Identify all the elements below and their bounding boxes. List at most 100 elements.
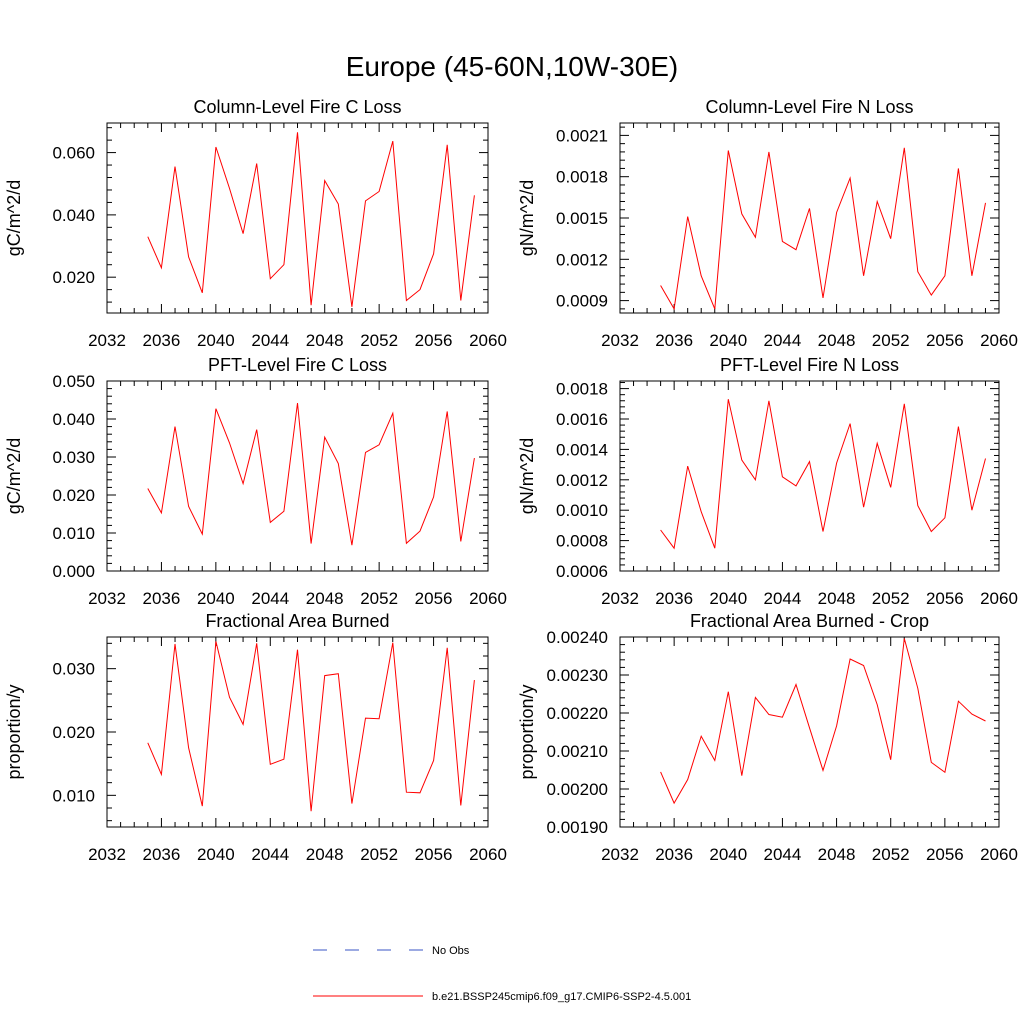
x-tick-label: 2048 xyxy=(818,845,856,864)
plot-frame xyxy=(106,122,489,314)
x-tick-label: 2048 xyxy=(306,331,344,350)
x-tick-label: 2036 xyxy=(143,589,181,608)
y-tick-label: 0.030 xyxy=(52,660,95,679)
panel-title: Fractional Area Burned - Crop xyxy=(690,611,929,631)
x-tick-label: 2060 xyxy=(469,331,507,350)
x-tick-label: 2060 xyxy=(980,331,1018,350)
x-tick-label: 2044 xyxy=(764,589,802,608)
series-line xyxy=(660,399,986,550)
x-tick-label: 2036 xyxy=(143,331,181,350)
x-tick-label: 2044 xyxy=(251,845,289,864)
panel-title: PFT-Level Fire N Loss xyxy=(720,355,899,375)
x-tick-label: 2032 xyxy=(88,845,126,864)
y-tick-label: 0.0010 xyxy=(556,501,608,520)
y-tick-label: 0.060 xyxy=(52,144,95,163)
x-tick-label: 2052 xyxy=(360,845,398,864)
y-tick-label: 0.0009 xyxy=(556,292,608,311)
x-tick-label: 2056 xyxy=(415,331,453,350)
chart-panel-6: Fractional Area Burned - Crop proportion/… xyxy=(517,611,1018,864)
y-axis-label: proportion/y xyxy=(517,684,537,779)
panel-title: Fractional Area Burned xyxy=(205,611,389,631)
y-tick-label: 0.000 xyxy=(52,562,95,581)
x-tick-label: 2060 xyxy=(469,845,507,864)
x-tick-label: 2036 xyxy=(655,589,693,608)
y-tick-label: 0.0018 xyxy=(556,380,608,399)
series-line xyxy=(660,638,986,805)
y-axis-label: gN/m^2/d xyxy=(517,438,537,514)
y-axis-label: proportion/y xyxy=(4,684,24,779)
y-tick-label: 0.040 xyxy=(52,410,95,429)
x-tick-label: 2052 xyxy=(360,331,398,350)
x-tick-label: 2048 xyxy=(306,845,344,864)
y-tick-label: 0.00200 xyxy=(547,780,608,799)
y-tick-label: 0.040 xyxy=(52,206,95,225)
y-tick-label: 0.00210 xyxy=(547,742,608,761)
x-tick-label: 2052 xyxy=(872,845,910,864)
series-line xyxy=(660,147,986,311)
figure-title: Europe (45-60N,10W-30E) xyxy=(346,51,679,82)
x-tick-label: 2044 xyxy=(764,845,802,864)
legend-model-label: b.e21.BSSP245cmip6.f09_g17.CMIP6-SSP2-4.… xyxy=(432,991,691,1003)
x-tick-label: 2044 xyxy=(251,331,289,350)
y-tick-label: 0.0012 xyxy=(556,471,608,490)
legend: No Obs b.e21.BSSP245cmip6.f09_g17.CMIP6-… xyxy=(313,945,691,1003)
y-tick-label: 0.00230 xyxy=(547,666,608,685)
x-tick-label: 2040 xyxy=(197,589,235,608)
x-tick-label: 2060 xyxy=(469,589,507,608)
y-tick-label: 0.00240 xyxy=(547,628,608,647)
chart-panel-3: PFT-Level Fire C Loss gC/m^2/d 2032 2036 204… xyxy=(4,355,507,608)
x-tick-label: 2032 xyxy=(88,331,126,350)
x-tick-label: 2056 xyxy=(926,589,964,608)
chart-panel-4: PFT-Level Fire N Loss gN/m^2/d 2032 2036 204… xyxy=(517,355,1018,608)
x-tick-label: 2056 xyxy=(415,845,453,864)
x-tick-label: 2044 xyxy=(251,589,289,608)
chart-panel-2: Column-Level Fire N Loss gN/m^2/d 2032 2036… xyxy=(517,97,1018,350)
x-tick-label: 2056 xyxy=(415,589,453,608)
x-tick-label: 2040 xyxy=(709,589,747,608)
y-tick-label: 0.050 xyxy=(52,372,95,391)
y-tick-label: 0.020 xyxy=(52,486,95,505)
x-tick-label: 2032 xyxy=(88,589,126,608)
plot-frame xyxy=(106,380,489,572)
y-tick-label: 0.010 xyxy=(52,786,95,805)
y-tick-label: 0.00220 xyxy=(547,704,608,723)
x-tick-label: 2040 xyxy=(709,331,747,350)
y-tick-label: 0.020 xyxy=(52,723,95,742)
y-tick-label: 0.020 xyxy=(52,268,95,287)
plot-frame xyxy=(619,122,1000,314)
plot-frame xyxy=(106,636,489,828)
y-tick-label: 0.00190 xyxy=(547,818,608,837)
x-tick-label: 2036 xyxy=(655,845,693,864)
x-tick-label: 2040 xyxy=(197,845,235,864)
x-tick-label: 2056 xyxy=(926,331,964,350)
series-line xyxy=(147,132,475,307)
x-tick-label: 2052 xyxy=(360,589,398,608)
x-tick-label: 2032 xyxy=(601,845,639,864)
legend-obs-label: No Obs xyxy=(432,945,470,957)
panel-title: Column-Level Fire C Loss xyxy=(193,97,401,117)
x-tick-label: 2048 xyxy=(306,589,344,608)
x-tick-label: 2048 xyxy=(818,331,856,350)
panels: Column-Level Fire C Loss gC/m^2/d 2032 2036… xyxy=(4,97,1018,864)
y-tick-label: 0.0008 xyxy=(556,532,608,551)
y-tick-label: 0.0012 xyxy=(556,250,608,269)
panel-title: PFT-Level Fire C Loss xyxy=(208,355,387,375)
x-tick-label: 2040 xyxy=(197,331,235,350)
series-line xyxy=(147,641,475,812)
y-tick-label: 0.0015 xyxy=(556,209,608,228)
y-tick-label: 0.0016 xyxy=(556,410,608,429)
plot-frame xyxy=(619,380,1000,572)
y-axis-label: gC/m^2/d xyxy=(4,180,24,256)
x-tick-label: 2060 xyxy=(980,845,1018,864)
y-tick-label: 0.0018 xyxy=(556,168,608,187)
y-axis-label: gN/m^2/d xyxy=(517,180,537,256)
y-tick-label: 0.0006 xyxy=(556,562,608,581)
x-tick-label: 2032 xyxy=(601,589,639,608)
series-line xyxy=(147,402,475,546)
x-tick-label: 2036 xyxy=(655,331,693,350)
x-tick-label: 2036 xyxy=(143,845,181,864)
x-tick-label: 2056 xyxy=(926,845,964,864)
x-tick-label: 2052 xyxy=(872,331,910,350)
x-tick-label: 2060 xyxy=(980,589,1018,608)
